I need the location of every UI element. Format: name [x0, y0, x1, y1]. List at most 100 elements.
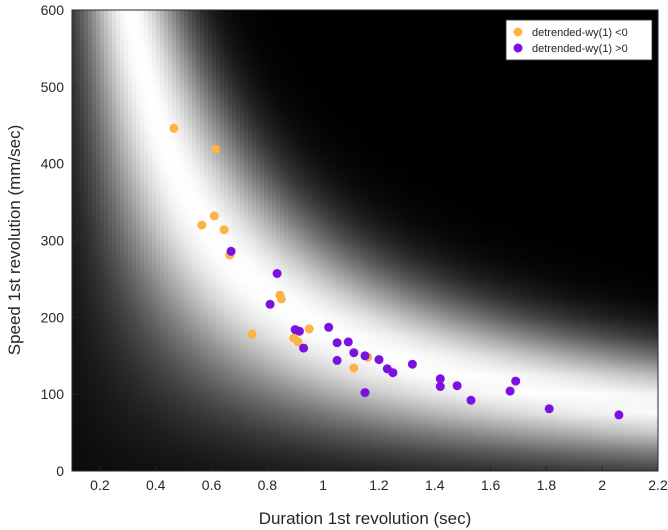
data-point-purple	[332, 355, 342, 365]
background-column	[596, 10, 601, 471]
background-column	[204, 10, 209, 471]
background-column	[320, 10, 325, 471]
background-column	[472, 10, 477, 471]
background-column	[212, 10, 217, 471]
background-column	[464, 10, 469, 471]
background-column	[528, 10, 533, 471]
background-column	[120, 10, 125, 471]
background-column	[116, 10, 121, 471]
background-column	[600, 10, 605, 471]
data-point-orange	[247, 329, 257, 339]
data-point-orange	[197, 220, 207, 230]
background-column	[140, 10, 145, 471]
background-column	[88, 10, 93, 471]
background-column	[376, 10, 381, 471]
background-column	[640, 10, 645, 471]
background-column	[352, 10, 357, 471]
background-column	[592, 10, 597, 471]
background-column	[100, 10, 105, 471]
background-column	[572, 10, 577, 471]
background-column	[536, 10, 541, 471]
background-column	[432, 10, 437, 471]
background-column	[92, 10, 97, 471]
data-point-purple	[272, 269, 282, 278]
background-column	[244, 10, 249, 471]
data-point-purple	[265, 299, 275, 309]
background-column	[252, 10, 257, 471]
data-point-purple	[435, 382, 445, 391]
x-tick-label: 0.2	[90, 477, 110, 493]
background-column	[84, 10, 89, 471]
background-column	[136, 10, 141, 471]
background-column	[176, 10, 181, 471]
background-column	[620, 10, 625, 471]
background-column	[184, 10, 189, 471]
x-tick-label: 2.2	[648, 477, 668, 493]
background-column	[404, 10, 409, 471]
background-column	[452, 10, 457, 471]
background-column	[396, 10, 401, 471]
background-column	[488, 10, 493, 471]
data-point-orange	[209, 211, 219, 221]
x-tick-label: 1.2	[369, 477, 389, 493]
background-column	[200, 10, 205, 471]
background-column	[104, 10, 109, 471]
background-column	[560, 10, 565, 471]
background-column	[132, 10, 137, 471]
background-column	[480, 10, 485, 471]
background-column	[372, 10, 377, 471]
background-column	[348, 10, 353, 471]
data-point-purple	[294, 326, 304, 336]
background-column	[448, 10, 453, 471]
background-column	[420, 10, 425, 471]
background-column	[380, 10, 385, 471]
background-column	[512, 10, 517, 471]
legend-box	[505, 19, 653, 61]
y-tick-label: 0	[56, 463, 64, 479]
data-point-orange	[293, 337, 303, 347]
background-column	[580, 10, 585, 471]
data-point-purple	[505, 386, 515, 396]
data-point-purple	[435, 374, 445, 384]
x-tick-label: 1.8	[537, 477, 557, 493]
x-axis-ticks: 0.2 0.4 0.6 0.8 1 1.2 1.4 1.6 1.8 2 2.2	[90, 466, 668, 493]
background-column	[624, 10, 629, 471]
background-column	[500, 10, 505, 471]
background-column	[616, 10, 621, 471]
background-column	[532, 10, 537, 471]
data-point-purple	[407, 359, 417, 369]
background-column	[280, 10, 285, 471]
background-column	[336, 10, 341, 471]
data-point-purple	[332, 338, 342, 348]
background-column	[408, 10, 413, 471]
background-column	[220, 10, 225, 471]
background-column	[264, 10, 269, 471]
background-column	[468, 10, 473, 471]
background-column	[160, 10, 165, 471]
background-column	[272, 10, 277, 471]
background-column	[632, 10, 637, 471]
background-column	[228, 10, 233, 471]
background-column	[412, 10, 417, 471]
background-column	[444, 10, 449, 471]
data-point-orange	[169, 123, 179, 133]
background-column	[152, 10, 157, 471]
background-column	[144, 10, 149, 471]
legend-label-orange: detrended-wy(1) <0	[532, 27, 628, 39]
background-column	[240, 10, 245, 471]
background-column	[300, 10, 305, 471]
background-column	[328, 10, 333, 471]
y-axis-label: Speed 1st revolution (mm/sec)	[5, 125, 24, 356]
background-column	[508, 10, 513, 471]
background-column	[164, 10, 169, 471]
background-column	[368, 10, 373, 471]
likelihood-background	[72, 10, 658, 471]
background-column	[652, 10, 657, 471]
background-column	[180, 10, 185, 471]
background-column	[276, 10, 281, 471]
background-column	[416, 10, 421, 471]
y-tick-label: 200	[41, 309, 65, 325]
background-column	[292, 10, 297, 471]
background-column	[108, 10, 113, 471]
